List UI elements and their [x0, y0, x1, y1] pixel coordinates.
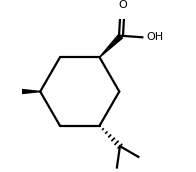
- Polygon shape: [19, 88, 40, 95]
- Text: O: O: [118, 0, 127, 10]
- Text: OH: OH: [146, 32, 163, 42]
- Polygon shape: [99, 33, 123, 58]
